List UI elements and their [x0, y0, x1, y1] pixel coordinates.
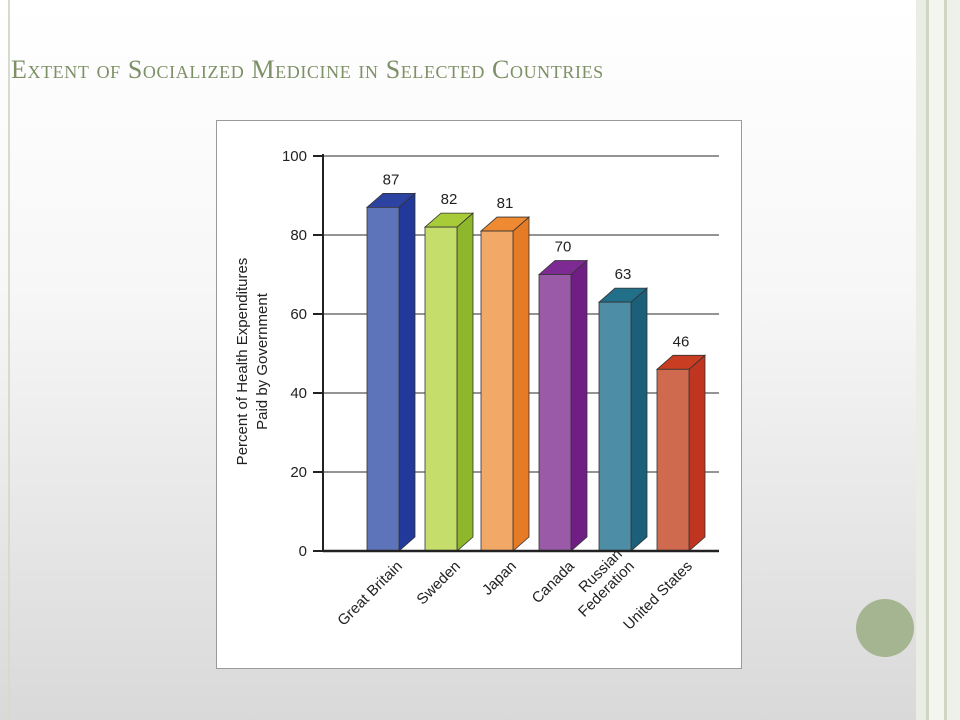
chart-frame: 0 20 40 60 80 100 Percent of Health Expenditur… [216, 120, 742, 669]
bar [656, 368, 690, 552]
bar-chart: 0 20 40 60 80 100 Percent of Health Expenditur… [234, 148, 719, 634]
right-decorative-border [916, 0, 960, 720]
bar [598, 301, 632, 552]
x-category-label: Canada [529, 557, 579, 607]
slide-title: Extent of Socialized Medicine in Selecte… [11, 55, 604, 84]
left-rule-line [8, 0, 10, 720]
x-category-label: Sweden [413, 558, 463, 608]
y-tick-label: 100 [282, 148, 307, 165]
bar-value-label: 81 [497, 195, 514, 212]
bar-value-label: 87 [383, 171, 400, 188]
bar [366, 206, 400, 552]
decorative-circle [856, 599, 914, 657]
y-tick-label: 40 [290, 385, 307, 402]
bar-value-label: 70 [555, 239, 572, 256]
bar-value-label: 82 [441, 191, 458, 208]
y-axis-label: Percent of Health Expenditures [234, 258, 251, 466]
y-tick-label: 80 [290, 227, 307, 244]
x-category-label: Japan [479, 558, 520, 599]
y-axis-label: Paid by Government [254, 292, 271, 430]
y-tick-label: 0 [299, 543, 307, 560]
bar-value-label: 46 [673, 333, 690, 350]
bar [480, 230, 514, 552]
bar-side-face [688, 354, 706, 552]
bar-side-face [398, 192, 416, 552]
bar-side-face [512, 216, 530, 552]
bar-value-label: 63 [615, 266, 632, 283]
bar [538, 274, 572, 552]
bar-side-face [630, 287, 648, 552]
x-category-label: Great Britain [334, 558, 406, 630]
bar-side-face [570, 259, 588, 552]
y-tick-label: 20 [290, 464, 307, 481]
y-tick-label: 60 [290, 306, 307, 323]
bar [424, 226, 458, 552]
bar-side-face [456, 212, 474, 552]
